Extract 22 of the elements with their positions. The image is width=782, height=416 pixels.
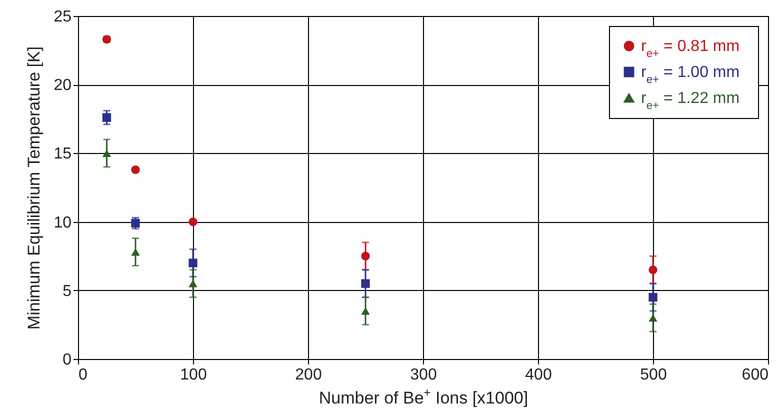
y-tick-label: 5 — [62, 282, 72, 300]
y-tick-label: 10 — [54, 214, 72, 232]
legend-label: r$_{e+}$ = 1.22 mm — [641, 90, 740, 112]
point — [361, 279, 370, 288]
x-tick-label: 0 — [78, 366, 88, 384]
legend-label: r$_{e+}$ = 1.00 mm — [641, 64, 740, 86]
x-tick-label: 400 — [525, 366, 552, 384]
y-axis-title: Minimum Equilibrium Temperature [K] — [24, 46, 44, 330]
point — [131, 165, 140, 174]
x-axis-title: Number of Be$^{+}$ Ions [x1000] — [318, 386, 528, 408]
y-tick-label: 15 — [54, 146, 72, 163]
x-tick-label: 300 — [410, 366, 437, 384]
y-tick-label: 20 — [54, 77, 72, 94]
x-tick-label: 600 — [742, 366, 769, 384]
point — [188, 258, 198, 268]
point — [188, 217, 198, 226]
y-tick-label: 0 — [62, 352, 72, 368]
x-tick-label: 500 — [640, 366, 667, 384]
x-tick-label: 100 — [180, 366, 207, 384]
legend-label: r$_{e+}$ = 0.81 mm — [641, 38, 740, 60]
y-tick-label: 25 — [54, 8, 72, 26]
x-tick-label: 200 — [295, 366, 322, 384]
